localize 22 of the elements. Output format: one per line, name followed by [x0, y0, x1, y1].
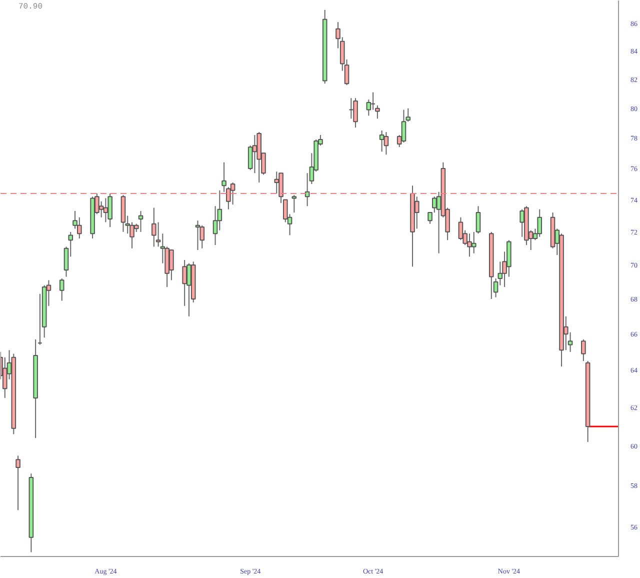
candlestick: [59, 278, 64, 302]
candlestick: [428, 212, 432, 224]
candlestick: [200, 224, 205, 249]
candlestick: [230, 182, 236, 206]
candlestick: [182, 259, 187, 306]
candlestick: [195, 220, 200, 250]
candlestick: [353, 98, 358, 128]
candlestick: [138, 210, 144, 232]
annotation: 70.90: [18, 2, 43, 12]
candlestick: [379, 130, 384, 152]
candlestick: [108, 192, 112, 228]
candlestick: [292, 194, 297, 214]
candlestick: [458, 216, 464, 241]
candlestick: [384, 132, 389, 156]
candlestick: [581, 338, 586, 362]
candlestick: [274, 171, 280, 194]
candlestick: [401, 109, 406, 144]
candlestick: [16, 455, 20, 511]
candlestick: [537, 208, 542, 238]
candlestick: [152, 207, 156, 248]
candlestick: [432, 196, 437, 214]
candlestick: [414, 196, 420, 230]
